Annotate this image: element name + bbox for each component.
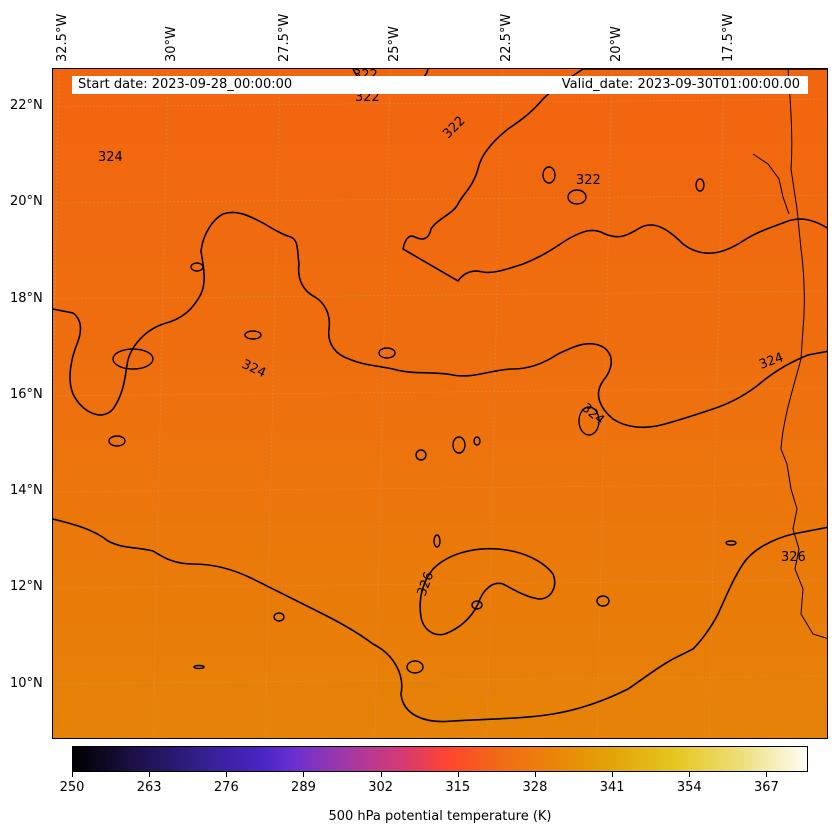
colorbar-tick bbox=[226, 772, 228, 777]
colorbar-tick-label: 289 bbox=[291, 780, 316, 795]
colorbar-tick bbox=[612, 772, 614, 777]
colorbar-tick-label: 328 bbox=[522, 780, 548, 795]
contour-blob bbox=[473, 436, 481, 446]
colorbar-tick-label: 263 bbox=[136, 780, 162, 795]
lat-label-12n: 12°N bbox=[10, 579, 43, 594]
contour-blob bbox=[542, 166, 556, 184]
contour-blob bbox=[108, 435, 126, 447]
lat-label-22n: 22°N bbox=[10, 98, 43, 113]
lon-label-22-5w: 22.5°W bbox=[499, 13, 514, 62]
contour-blob bbox=[452, 436, 466, 454]
colorbar-tick bbox=[149, 772, 151, 777]
colorbar-tick bbox=[457, 772, 459, 777]
colorbar-tick-label: 315 bbox=[445, 780, 471, 795]
lon-label-17-5w: 17.5°W bbox=[721, 13, 736, 62]
colorbar-title: 500 hPa potential temperature (K) bbox=[328, 809, 552, 824]
colorbar-tick bbox=[534, 772, 536, 777]
contour-label: 324 bbox=[98, 150, 123, 165]
contour-blob bbox=[578, 406, 600, 436]
contour-blob bbox=[112, 348, 154, 370]
colorbar-tick-label: 276 bbox=[213, 780, 239, 795]
contour-blob bbox=[378, 347, 396, 359]
graticule bbox=[53, 69, 827, 738]
colorbar bbox=[72, 746, 808, 772]
map-svg: 322 322 322 322 324 324 324 324 326 326 bbox=[53, 69, 827, 738]
contour-blob bbox=[415, 449, 427, 461]
contour-blob bbox=[244, 330, 262, 340]
lat-label-18n: 18°N bbox=[10, 291, 43, 306]
coastline bbox=[780, 69, 827, 639]
contour-blob bbox=[695, 178, 705, 192]
contour-322-north bbox=[402, 69, 827, 283]
colorbar-tick-label: 250 bbox=[59, 780, 85, 795]
contour-326-bulge bbox=[419, 547, 556, 636]
coastline-north bbox=[752, 153, 790, 215]
colorbar-tick-label: 354 bbox=[676, 780, 702, 795]
contour-324-main bbox=[53, 211, 827, 429]
colorbar-tick-label: 341 bbox=[599, 780, 625, 795]
contour-blob bbox=[567, 189, 587, 205]
contour-326-south bbox=[53, 518, 827, 723]
lat-label-14n: 14°N bbox=[10, 483, 43, 498]
colorbar-tick-label: 302 bbox=[368, 780, 394, 795]
contour-blob bbox=[433, 534, 441, 548]
lon-label-32-5w: 32.5°W bbox=[55, 13, 70, 62]
temperature-field bbox=[53, 69, 827, 738]
valid-date-label: Valid_date: 2023-09-30T01:00:00.00 bbox=[561, 77, 800, 92]
contour-blob bbox=[273, 612, 285, 622]
lon-label-25w: 25°W bbox=[387, 26, 402, 62]
lat-label-16n: 16°N bbox=[10, 387, 43, 402]
colorbar-tick bbox=[303, 772, 305, 777]
lon-label-20w: 20°W bbox=[609, 26, 624, 62]
lon-label-27-5w: 27.5°W bbox=[277, 13, 292, 62]
contour-blob bbox=[406, 660, 424, 674]
contour-blob bbox=[725, 540, 737, 546]
contour-blob bbox=[596, 595, 610, 607]
lat-label-20n: 20°N bbox=[10, 194, 43, 209]
start-date-label: Start date: 2023-09-28_00:00:00 bbox=[78, 77, 293, 92]
contour-blob bbox=[471, 600, 483, 610]
colorbar-tick bbox=[380, 772, 382, 777]
colorbar-tick-label: 367 bbox=[754, 780, 779, 795]
date-info-bar: Start date: 2023-09-28_00:00:00 Valid_da… bbox=[72, 76, 808, 94]
colorbar-tick bbox=[766, 772, 768, 777]
lon-label-30w: 30°W bbox=[164, 26, 179, 62]
contour-blob bbox=[193, 664, 205, 670]
lat-label-10n: 10°N bbox=[10, 676, 43, 691]
contour-blob bbox=[190, 262, 204, 272]
colorbar-tick bbox=[72, 772, 73, 777]
contour-label: 322 bbox=[576, 173, 601, 188]
contour-label: 326 bbox=[781, 550, 806, 565]
map-panel[interactable]: 322 322 322 322 324 324 324 324 326 326 bbox=[52, 68, 828, 739]
colorbar-tick bbox=[689, 772, 691, 777]
